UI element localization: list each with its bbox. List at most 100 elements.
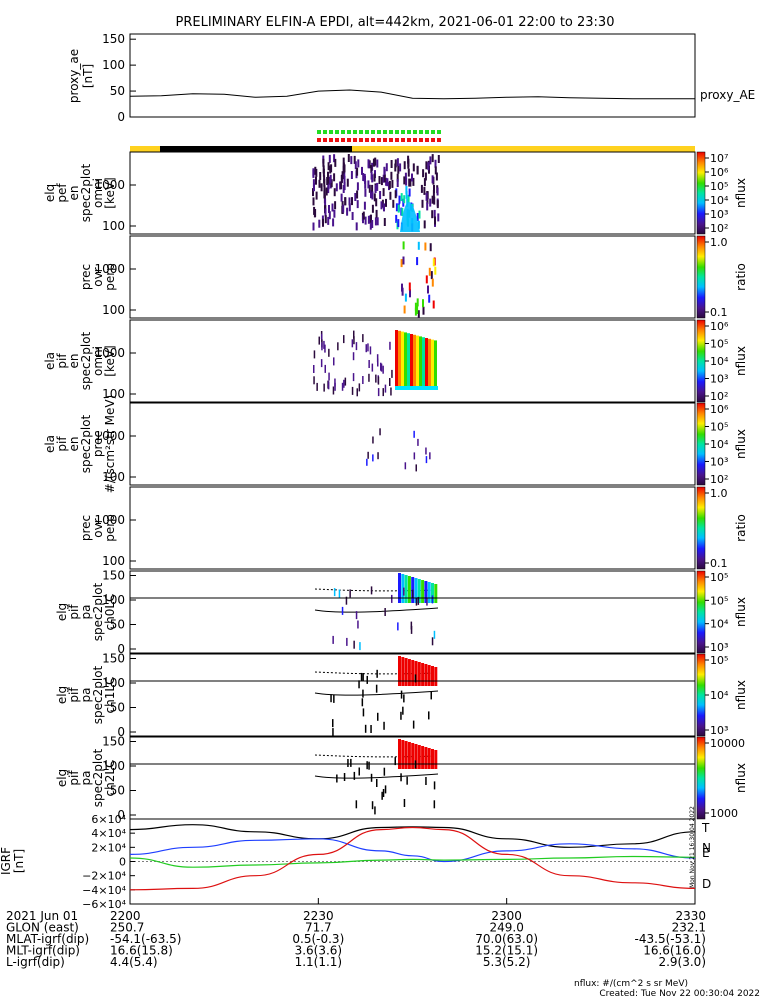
spec-pixel — [342, 157, 345, 166]
spec-pixel — [417, 241, 420, 250]
spec-panel-frame — [129, 402, 696, 486]
spec-band — [425, 338, 428, 386]
spec-pixel — [423, 178, 426, 187]
pa-pixel — [370, 725, 372, 733]
cbar-tick-label: 10² — [710, 473, 728, 486]
pa-pixel — [400, 773, 402, 782]
spec-pixel — [373, 193, 376, 202]
spec-pixel — [318, 336, 320, 345]
cbar-tick-label: 10⁶ — [710, 403, 729, 416]
spec-pixel — [434, 166, 437, 175]
spec-colorbar — [696, 653, 706, 737]
spec-pixel — [334, 158, 337, 167]
red-marker — [395, 138, 399, 142]
spec-ylabel-line: omni — [91, 178, 105, 208]
spec-pixel — [340, 181, 343, 190]
spec-ytick-label: 100 — [102, 676, 125, 690]
spec-pixel — [343, 182, 346, 191]
footer-value: -43.5(-53.1) — [635, 932, 706, 946]
pa-pixel — [333, 694, 335, 703]
ae-legend: proxy_AE — [700, 88, 755, 102]
spec-pixel — [324, 344, 326, 353]
spec-pixel — [375, 209, 378, 218]
spec-pixel — [380, 363, 383, 372]
spec-pixel — [323, 188, 326, 197]
spec-pixel — [312, 222, 315, 231]
spec-pixel — [431, 154, 434, 163]
spec-cells — [314, 739, 439, 815]
spec-pixel — [376, 182, 379, 191]
spec-pixel — [382, 188, 385, 197]
spec-pixel — [351, 339, 354, 348]
spec-band — [395, 386, 438, 390]
spec-pixel — [422, 299, 424, 308]
spec-pixel — [343, 379, 345, 388]
spec-ytick-label: 150 — [102, 569, 125, 583]
pa-pixel — [377, 712, 379, 721]
spec-pixel — [396, 179, 399, 187]
pa-band — [427, 582, 431, 603]
green-marker — [425, 130, 429, 134]
spec-panel-1: 1001000elqpefenspec2plotomni[keV]10²10³1… — [43, 151, 748, 235]
spec-pixel — [381, 199, 384, 208]
spec-pixel — [424, 172, 427, 181]
spec-ylabel-line: perp — [103, 263, 117, 291]
spec-pixel — [370, 165, 373, 173]
spec-pixel — [376, 354, 379, 363]
pa-pixel — [345, 596, 348, 605]
spec-pixel — [350, 156, 353, 165]
spec-pixel — [404, 293, 407, 302]
red-marker — [425, 138, 429, 142]
pa-pixel — [400, 711, 402, 720]
cbar-label: nflux — [734, 178, 748, 208]
spec-pixel — [363, 201, 366, 210]
spec-pixel — [416, 257, 419, 266]
spec-pixel — [412, 177, 415, 186]
spec-pixel — [390, 160, 393, 168]
spec-pixel — [377, 388, 380, 397]
spec-pixel — [327, 181, 330, 190]
red-marker — [431, 138, 435, 142]
spec-pixel — [379, 428, 381, 436]
spec-pixel — [433, 209, 436, 218]
spec-pixel — [421, 199, 424, 208]
spec-ytick-label: 100 — [102, 470, 125, 484]
spec-pixel — [380, 177, 383, 186]
spec-pixel — [413, 452, 416, 460]
figure-title: PRELIMINARY ELFIN-A EPDI, alt=442km, 202… — [176, 15, 615, 30]
spec-ylabel-line: pa — [79, 688, 93, 703]
created-stamp: Created: Tue Nov 22 00:30:04 2022 — [599, 989, 760, 999]
spec-pixel — [385, 163, 388, 172]
spec-pixel — [356, 167, 359, 176]
footer-row-label: GLON (east) — [6, 921, 79, 935]
spec-band — [398, 330, 401, 386]
loss-cone-solid — [314, 690, 439, 696]
spec-pixel — [371, 363, 374, 372]
spec-pixel — [389, 191, 392, 200]
footer-value: -54.1(-63.5) — [110, 932, 181, 946]
spec-pixel — [343, 175, 346, 184]
pa-pixel — [376, 779, 378, 787]
footer-value: 5.3(5.2) — [483, 955, 531, 969]
spec-panel-frame — [129, 151, 696, 235]
spec-pixel — [364, 216, 367, 225]
red-marker — [419, 138, 423, 142]
spec-ytick-label: 100 — [102, 387, 125, 401]
igrf-ytick-label: −4×10⁴ — [82, 884, 126, 897]
spec-pixel — [346, 207, 349, 216]
cbar-tick-label: 10⁵ — [710, 654, 728, 667]
pa-pixel — [330, 694, 332, 703]
spec-pixel — [343, 170, 346, 179]
spec-pixel — [332, 218, 335, 227]
spec-pixel — [433, 185, 435, 193]
spec-pixel — [430, 271, 433, 280]
spec-pixel — [372, 158, 375, 167]
spec-ylabel-line: omni — [91, 346, 105, 376]
spec-pixel — [409, 289, 411, 298]
red-marker — [329, 138, 333, 142]
pa-pixel — [361, 698, 364, 707]
pa-band — [404, 658, 408, 686]
spec-ytick-label: 1000 — [94, 346, 125, 360]
spec-ylabel-line: ch1LC — [103, 677, 117, 714]
spec-pixel — [429, 243, 432, 252]
